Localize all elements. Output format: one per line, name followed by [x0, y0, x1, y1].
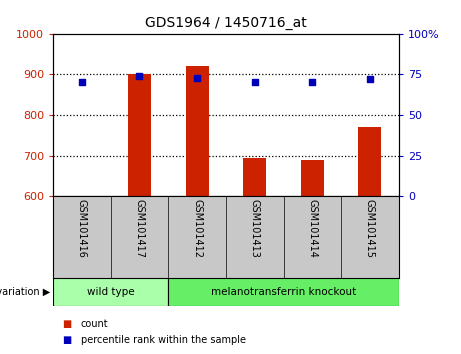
Bar — [128, 74, 151, 196]
Text: GSM101417: GSM101417 — [135, 199, 144, 258]
Text: genotype/variation ▶: genotype/variation ▶ — [0, 287, 51, 297]
Text: ■: ■ — [62, 319, 71, 329]
FancyBboxPatch shape — [53, 278, 168, 306]
Point — [136, 73, 143, 79]
Text: GSM101415: GSM101415 — [365, 199, 375, 258]
FancyBboxPatch shape — [168, 278, 399, 306]
Text: percentile rank within the sample: percentile rank within the sample — [81, 335, 246, 345]
Point — [193, 75, 201, 80]
Point — [366, 76, 373, 82]
Text: melanotransferrin knockout: melanotransferrin knockout — [211, 287, 356, 297]
Bar — [358, 127, 381, 196]
Text: GSM101416: GSM101416 — [77, 199, 87, 258]
Point — [309, 80, 316, 85]
Bar — [243, 158, 266, 196]
Point — [78, 80, 85, 85]
Bar — [185, 66, 208, 196]
Text: wild type: wild type — [87, 287, 135, 297]
Text: GSM101413: GSM101413 — [250, 199, 260, 258]
Text: GSM101414: GSM101414 — [307, 199, 317, 258]
Text: count: count — [81, 319, 108, 329]
Text: ■: ■ — [62, 335, 71, 345]
Text: GSM101412: GSM101412 — [192, 199, 202, 258]
Bar — [301, 160, 324, 196]
Title: GDS1964 / 1450716_at: GDS1964 / 1450716_at — [145, 16, 307, 30]
Point — [251, 80, 258, 85]
